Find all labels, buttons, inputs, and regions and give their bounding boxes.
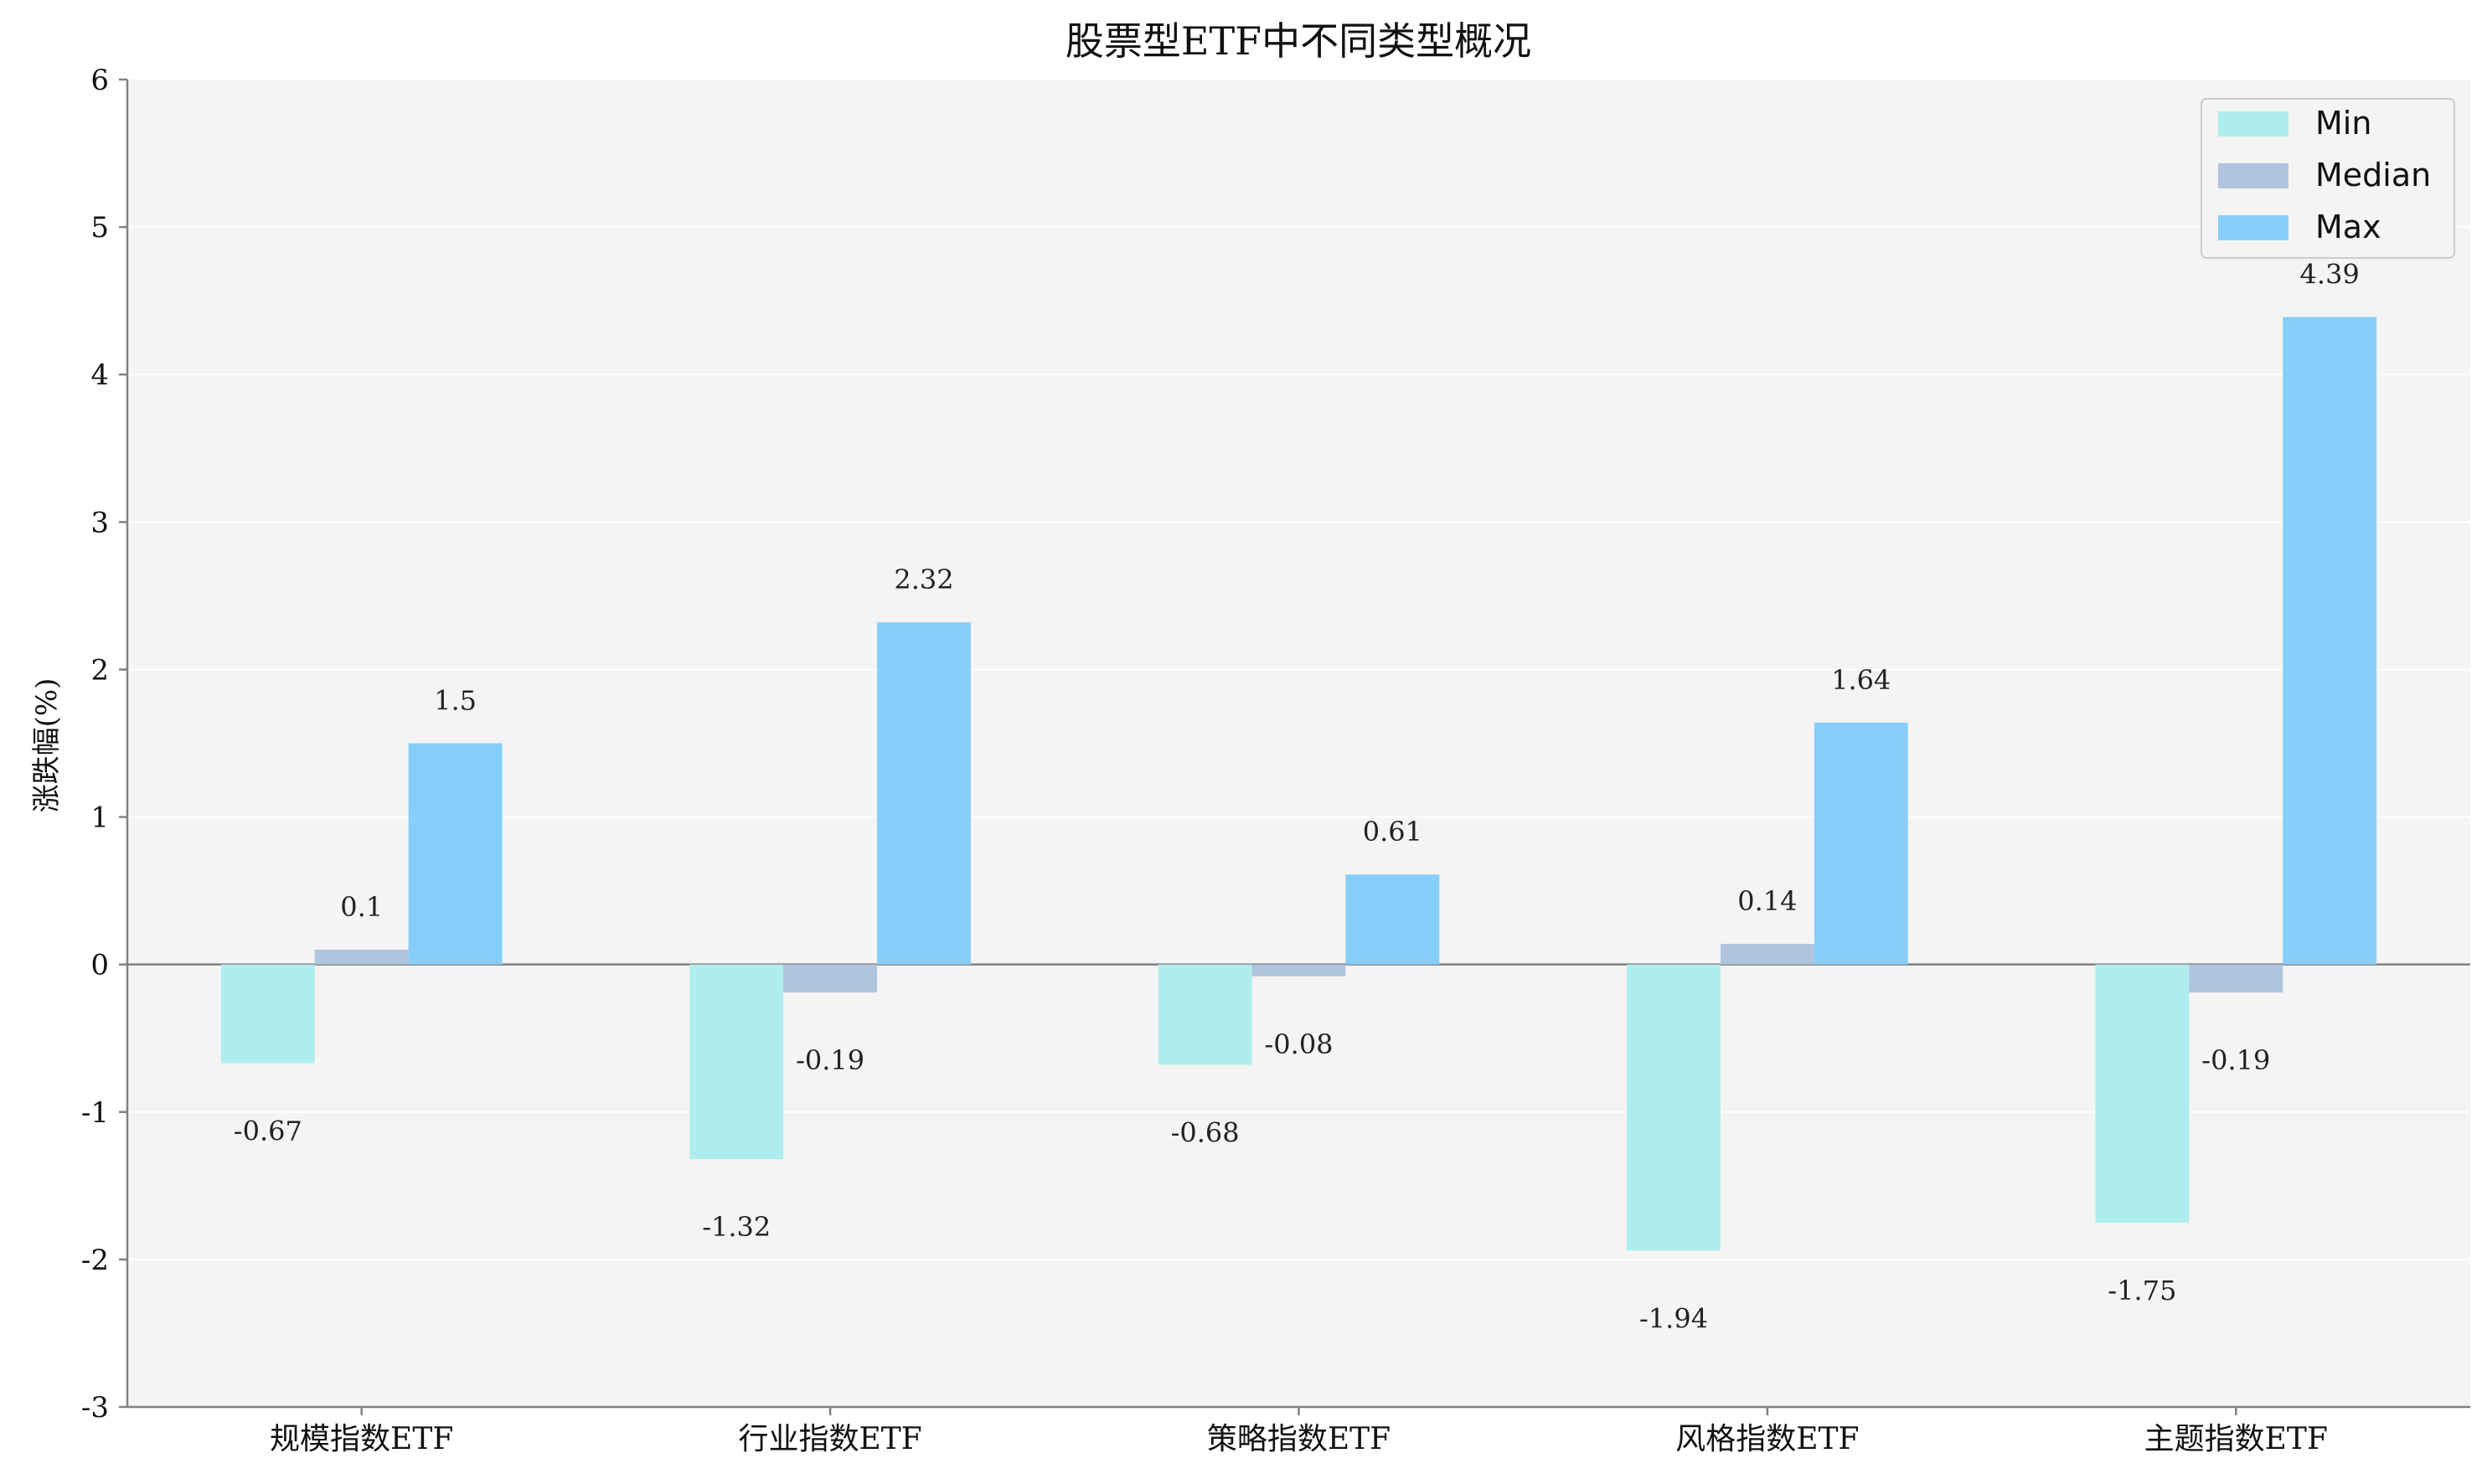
legend-swatch — [2218, 215, 2288, 240]
bar-max — [877, 622, 971, 965]
data-labels-group: -0.67 0.1 1.5 -1.32 -0.19 2.32 -0.68 -0.08 0.61 -… — [234, 259, 2360, 1335]
data-label: -1.75 — [2108, 1275, 2176, 1306]
y-tick-label: -1 — [81, 1096, 109, 1130]
chart-title: 股票型ETF中不同类型概况 — [1065, 18, 1531, 64]
bar-max — [2283, 317, 2377, 965]
data-label: -0.19 — [2201, 1044, 2270, 1076]
data-label: 4.39 — [2300, 259, 2360, 291]
data-label: -0.19 — [796, 1044, 864, 1076]
y-tick-label: 5 — [90, 211, 109, 245]
x-ticks-group: 规模指数ETF 行业指数ETF 策略指数ETF 风格指数ETF 主题指数ETF — [270, 1407, 2328, 1456]
bar-median — [1251, 964, 1346, 976]
x-tick-label: 规模指数ETF — [270, 1422, 453, 1456]
data-label: 1.64 — [1831, 664, 1891, 696]
legend-label: Max — [2315, 209, 2381, 245]
x-tick-label: 主题指数ETF — [2144, 1422, 2328, 1456]
y-tick-label: 1 — [90, 801, 109, 835]
data-label: -1.94 — [1639, 1302, 1708, 1334]
y-tick-label: 3 — [90, 506, 109, 539]
y-tick-label: -3 — [81, 1391, 109, 1425]
bar-min — [1158, 964, 1252, 1065]
y-ticks-group: -3 -2 -1 0 1 2 3 4 5 6 — [81, 64, 127, 1425]
y-tick-label: 6 — [90, 64, 109, 97]
legend-label: Median — [2315, 157, 2431, 193]
data-label: 0.14 — [1737, 885, 1797, 917]
y-tick-label: 0 — [90, 949, 109, 982]
data-label: 2.32 — [894, 564, 953, 595]
y-axis-label: 涨跌幅(%) — [30, 678, 64, 813]
bar-median — [314, 950, 409, 965]
bar-max — [1814, 722, 1908, 965]
bar-median — [783, 964, 878, 993]
legend-label: Min — [2315, 105, 2371, 142]
bar-median — [1720, 944, 1814, 965]
data-label: 0.1 — [340, 891, 383, 923]
data-label: -0.68 — [1171, 1116, 1240, 1148]
y-tick-label: -2 — [81, 1244, 109, 1277]
y-tick-label: 4 — [90, 358, 109, 392]
bar-min — [2095, 964, 2190, 1223]
data-label: -1.32 — [702, 1211, 771, 1243]
legend-swatch — [2218, 163, 2288, 188]
data-label: 1.5 — [434, 685, 477, 717]
bars-group — [220, 317, 2377, 1251]
bar-min — [1627, 964, 1721, 1251]
x-tick-label: 风格指数ETF — [1675, 1422, 1859, 1456]
bar-max — [408, 743, 503, 965]
bar-median — [2189, 964, 2283, 993]
x-tick-label: 策略指数ETF — [1207, 1422, 1391, 1456]
bar-min — [689, 964, 784, 1160]
x-tick-label: 行业指数ETF — [738, 1422, 921, 1456]
bar-min — [220, 964, 315, 1064]
legend-swatch — [2218, 111, 2288, 137]
data-label: -0.08 — [1264, 1028, 1333, 1060]
plot-background — [127, 80, 2470, 1407]
y-tick-label: 2 — [90, 653, 109, 687]
bar-max — [1345, 874, 1440, 965]
data-label: -0.67 — [234, 1116, 302, 1147]
legend: Min Median Max — [2201, 98, 2455, 259]
data-label: 0.61 — [1363, 816, 1422, 848]
